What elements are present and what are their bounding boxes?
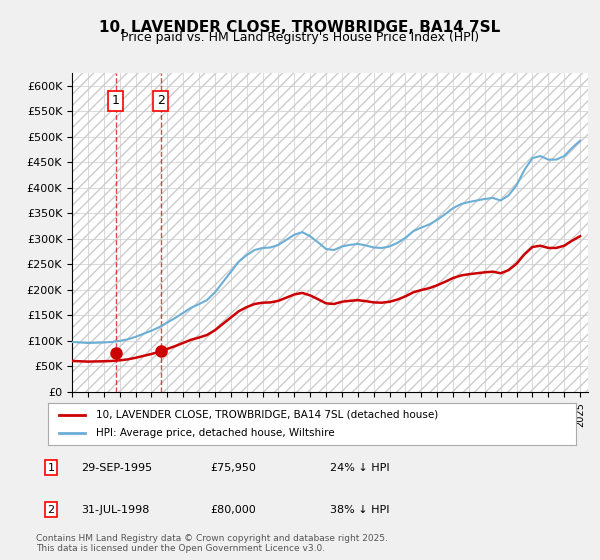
Text: 31-JUL-1998: 31-JUL-1998	[81, 505, 149, 515]
Text: £80,000: £80,000	[210, 505, 256, 515]
Text: HPI: Average price, detached house, Wiltshire: HPI: Average price, detached house, Wilt…	[95, 428, 334, 438]
Text: £75,950: £75,950	[210, 463, 256, 473]
Text: Contains HM Land Registry data © Crown copyright and database right 2025.
This d: Contains HM Land Registry data © Crown c…	[36, 534, 388, 553]
Text: 1: 1	[47, 463, 55, 473]
Text: 24% ↓ HPI: 24% ↓ HPI	[330, 463, 389, 473]
Text: 10, LAVENDER CLOSE, TROWBRIDGE, BA14 7SL: 10, LAVENDER CLOSE, TROWBRIDGE, BA14 7SL	[100, 20, 500, 35]
Text: Price paid vs. HM Land Registry's House Price Index (HPI): Price paid vs. HM Land Registry's House …	[121, 31, 479, 44]
Text: 29-SEP-1995: 29-SEP-1995	[81, 463, 152, 473]
Text: 2: 2	[47, 505, 55, 515]
Text: 1: 1	[112, 95, 119, 108]
Text: 10, LAVENDER CLOSE, TROWBRIDGE, BA14 7SL (detached house): 10, LAVENDER CLOSE, TROWBRIDGE, BA14 7SL…	[95, 410, 438, 420]
Text: 38% ↓ HPI: 38% ↓ HPI	[330, 505, 389, 515]
Text: 2: 2	[157, 95, 164, 108]
